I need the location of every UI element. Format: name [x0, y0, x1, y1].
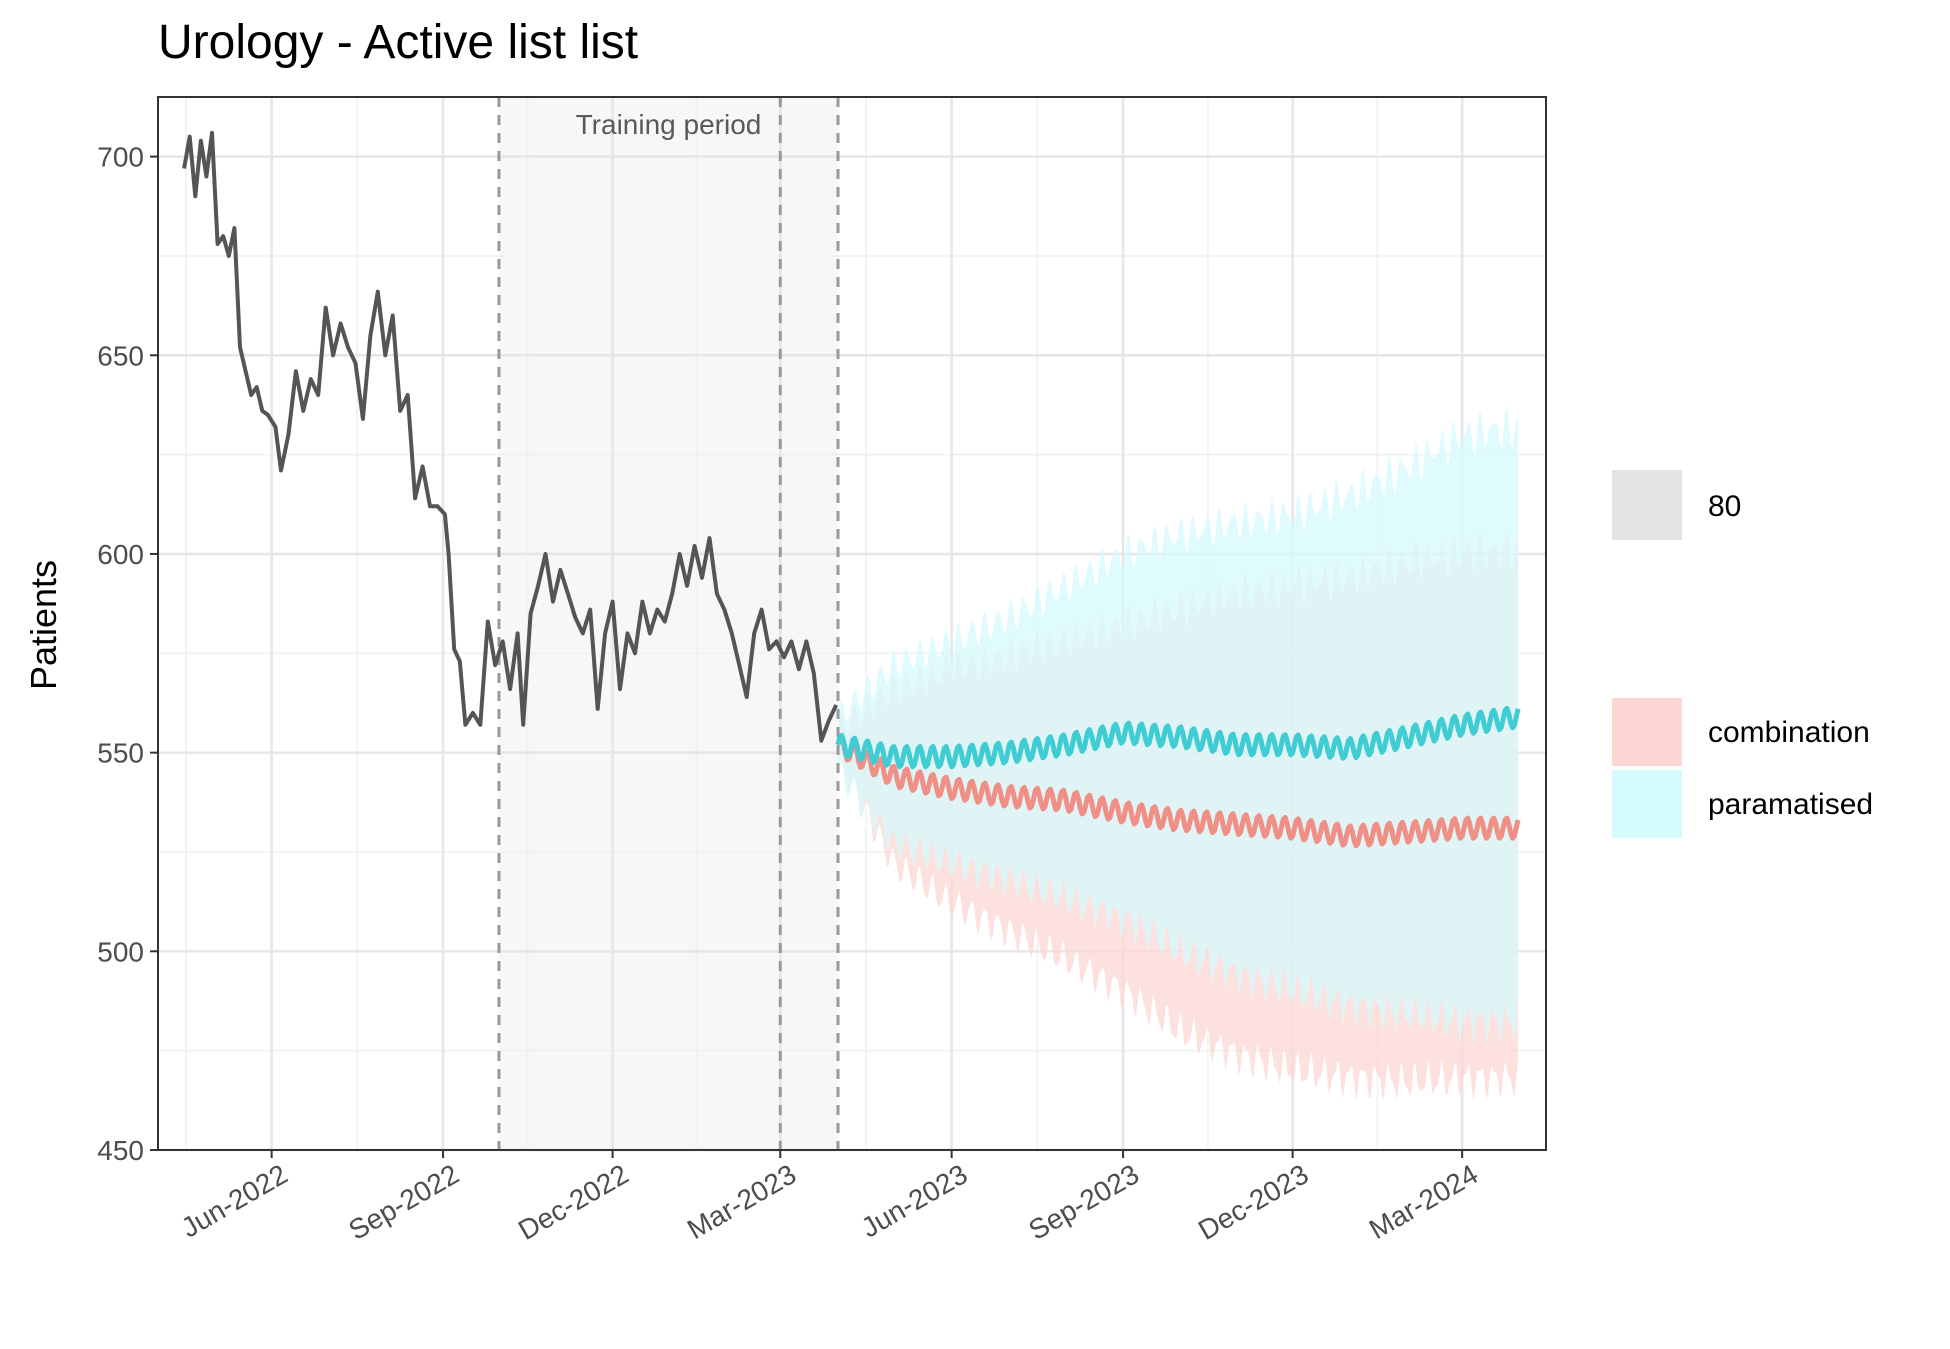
- training-period-shade: [498, 97, 839, 1150]
- legend-key-paramatised: [1612, 770, 1682, 838]
- forecast-line-paramatised: [835, 705, 1521, 770]
- x-tick-label: Mar-2024: [1364, 1158, 1483, 1245]
- x-tick-label: Dec-2022: [513, 1158, 634, 1246]
- y-tick-label: 600: [97, 539, 144, 570]
- y-tick-label: 450: [97, 1135, 144, 1166]
- legend-key-combination: [1612, 698, 1682, 766]
- forecast-band-paramatised: [838, 405, 1519, 1046]
- x-tick-label: Mar-2023: [682, 1158, 801, 1245]
- legend-label-combination: combination: [1708, 716, 1870, 749]
- x-tick-label: Dec-2023: [1193, 1158, 1314, 1246]
- y-tick-label: 550: [97, 738, 144, 769]
- legend: 80 combination paramatised: [1612, 470, 1873, 838]
- legend-key-level: [1612, 470, 1682, 540]
- x-tick-label: Sep-2022: [343, 1158, 464, 1246]
- legend-label-paramatised: paramatised: [1708, 788, 1873, 821]
- x-tick-label: Jun-2023: [856, 1158, 973, 1243]
- x-tick-label: Jun-2022: [176, 1158, 293, 1243]
- y-tick-label: 650: [97, 340, 144, 371]
- training-period-label: Training period: [576, 109, 762, 140]
- plot-area: Training period 450 500 550 600 650 700 Jun-202…: [97, 96, 1547, 1246]
- forecast-line-combination: [835, 734, 1521, 849]
- y-axis-label: Patients: [23, 560, 64, 690]
- chart-title: Urology - Active list list: [158, 16, 638, 69]
- panel-border: [157, 96, 1547, 1151]
- y-tick-label: 500: [97, 936, 144, 967]
- legend-label-level: 80: [1708, 490, 1741, 523]
- observed-line: [182, 130, 839, 743]
- x-tick-label: Sep-2023: [1023, 1158, 1144, 1246]
- y-tick-label: 700: [97, 142, 144, 173]
